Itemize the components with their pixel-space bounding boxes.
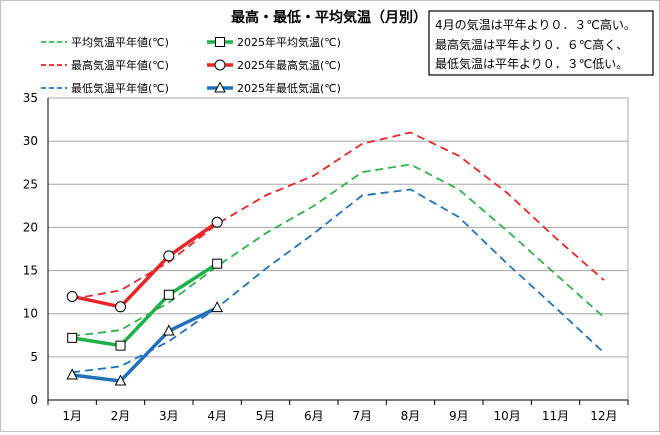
data-point-triangle (214, 81, 226, 93)
annotation-line-3: 最低気温は平年より０．３℃低い。 (435, 56, 628, 71)
legend-item-4: 2025年最高気温(℃) (207, 58, 341, 72)
grid-layer (47, 97, 629, 401)
x-tick-label: 9月 (449, 409, 469, 423)
data-point-triangle (114, 374, 127, 386)
data-point-circle (214, 59, 226, 71)
x-tick-label: 7月 (352, 409, 372, 423)
x-tick-label: 2月 (111, 409, 131, 423)
series-layer (66, 131, 605, 386)
annotation-line-2: 最高気温は平年より０．６℃高く、 (435, 37, 628, 52)
series-line (71, 262, 219, 348)
y-tick-label: 30 (23, 134, 38, 148)
legend-label: 2025年平均気温(℃) (237, 35, 341, 49)
y-tick-label: 5 (30, 350, 38, 364)
data-point-circle (66, 290, 78, 302)
series-line (71, 306, 218, 383)
y-tick-label: 35 (23, 91, 38, 105)
data-point-circle (163, 250, 175, 262)
y-tick-label: 10 (23, 307, 38, 321)
legend-item-6: 2025年最低気温(℃) (207, 81, 341, 95)
x-tick-label: 11月 (542, 409, 569, 423)
y-tick-label: 0 (30, 393, 38, 407)
data-point-triangle (66, 368, 78, 380)
annotation-line-1: 4月の気温は平年より０．３℃高い。 (435, 17, 636, 32)
y-tick-label: 15 (23, 264, 38, 278)
y-tick-label: 25 (23, 177, 38, 191)
series-line (71, 220, 219, 309)
series-2 (67, 258, 223, 351)
data-point-triangle (163, 324, 175, 336)
data-point-square (215, 37, 225, 47)
legend-item-5: 最低気温平年値(℃) (41, 81, 169, 95)
x-tick-label: 10月 (494, 409, 521, 423)
data-point-square (115, 340, 126, 351)
legend-label: 2025年最高気温(℃) (237, 58, 341, 72)
series-line (72, 163, 605, 338)
axis-layer: 0 5 10 15 20 25 30 35 1月 2月 3月 4月 5月 6月 7月 8月 9月 10月 11月 12… (23, 91, 629, 423)
data-point-square (212, 258, 223, 269)
x-tick-label: 4月 (207, 409, 227, 423)
legend-item-3: 最高気温平年値(℃) (41, 58, 169, 72)
legend-label: 最高気温平年値(℃) (71, 58, 169, 72)
series-1 (72, 163, 605, 338)
x-tick-label: 12月 (590, 409, 617, 423)
legend-label: 平均気温平年値(℃) (71, 35, 169, 49)
data-point-circle (115, 301, 126, 313)
y-tick-label: 20 (23, 220, 38, 234)
annotation-box: 4月の気温は平年より０．３℃高い。 最高気温は平年より０．６℃高く、 最低気温は… (428, 10, 654, 76)
legend-label: 2025年最低気温(℃) (237, 81, 341, 95)
data-point-circle (211, 216, 223, 228)
x-tick-label: 1月 (62, 409, 82, 423)
series-6 (66, 301, 223, 386)
plot-area (47, 97, 629, 401)
x-tick-label: 8月 (401, 409, 421, 423)
data-point-triangle (211, 301, 223, 313)
x-tick-label: 5月 (256, 409, 276, 423)
x-tick-label: 3月 (159, 409, 179, 423)
x-tick-label: 6月 (304, 409, 324, 423)
legend-label: 最低気温平年値(℃) (71, 81, 169, 95)
series-line (72, 188, 605, 374)
series-4 (66, 216, 223, 313)
legend-item-1: 平均気温平年値(℃) (41, 35, 169, 49)
series-5 (72, 188, 605, 374)
chart-title: 最高・最低・平均気温（月別） (231, 9, 427, 26)
legend-item-2: 2025年平均気温(℃) (207, 35, 341, 49)
legend-layer: 平均気温平年値(℃) 2025年平均気温(℃) 最高気温平年値(℃) 2025年最高気… (41, 35, 341, 95)
data-point-square (67, 332, 78, 343)
data-point-square (163, 289, 174, 300)
